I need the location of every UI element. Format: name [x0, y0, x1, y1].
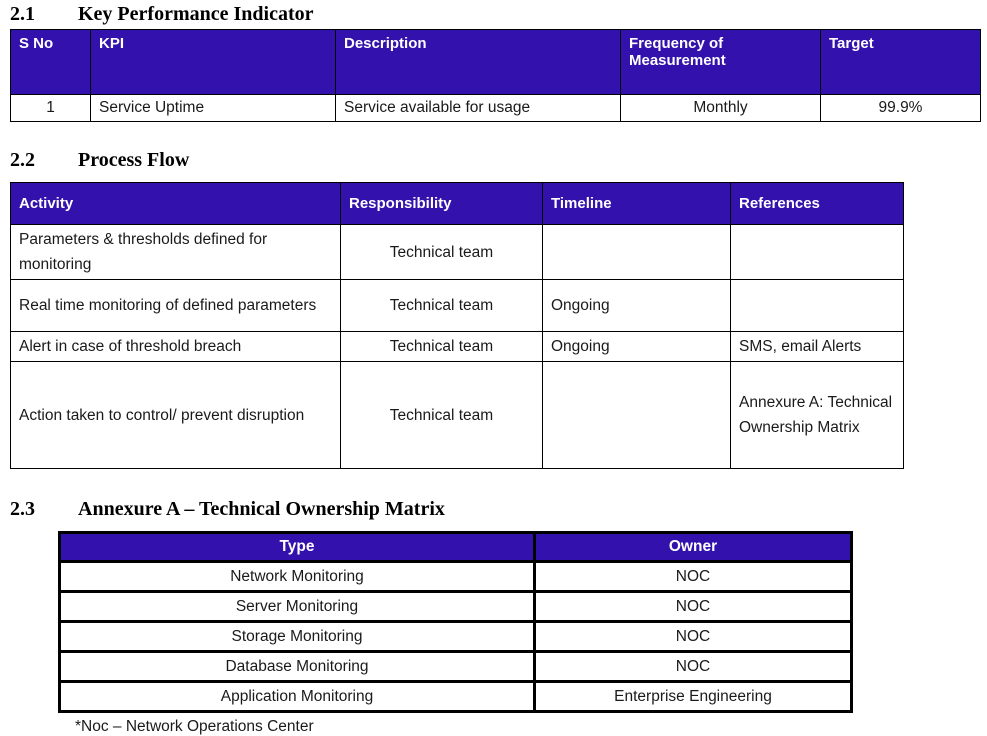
ownership-col-header-owner: Owner	[533, 531, 853, 563]
process-cell-timeline	[542, 224, 731, 280]
ownership-cell-owner: NOC	[533, 650, 853, 683]
ownership-cell-owner: NOC	[533, 620, 853, 653]
kpi-cell-kpi: Service Uptime	[90, 94, 336, 122]
process-col-header-activity: Activity	[10, 182, 341, 225]
process-flow-table: Activity Responsibility Timeline Referen…	[10, 182, 904, 469]
table-row: 1 Service Uptime Service available for u…	[10, 94, 981, 122]
ownership-cell-owner: Enterprise Engineering	[533, 680, 853, 713]
kpi-cell-frequency: Monthly	[620, 94, 821, 122]
section-number: 2.1	[10, 3, 35, 25]
ownership-cell-type: Database Monitoring	[58, 650, 536, 683]
process-cell-responsibility: Technical team	[340, 279, 543, 332]
section-heading-process: 2.2 Process Flow	[10, 149, 987, 172]
ownership-cell-type: Storage Monitoring	[58, 620, 536, 653]
kpi-col-header-kpi: KPI	[90, 29, 336, 95]
kpi-col-header-frequency: Frequency of Measurement	[620, 29, 821, 95]
kpi-col-header-target: Target	[820, 29, 981, 95]
process-cell-responsibility: Technical team	[340, 361, 543, 469]
ownership-matrix-table: Type Owner Network Monitoring NOC Server…	[58, 531, 853, 713]
process-cell-responsibility: Technical team	[340, 224, 543, 280]
process-col-header-timeline: Timeline	[542, 182, 731, 225]
ownership-col-header-type: Type	[58, 531, 536, 563]
ownership-cell-type: Application Monitoring	[58, 680, 536, 713]
process-cell-activity: Action taken to control/ prevent disrupt…	[10, 361, 341, 469]
process-cell-references	[730, 279, 904, 332]
table-row: Network Monitoring NOC	[58, 560, 853, 593]
table-row: Server Monitoring NOC	[58, 590, 853, 623]
process-cell-references	[730, 224, 904, 280]
table-row: Action taken to control/ prevent disrupt…	[10, 361, 904, 469]
process-cell-references: SMS, email Alerts	[730, 331, 904, 362]
process-cell-timeline: Ongoing	[542, 279, 731, 332]
kpi-cell-description: Service available for usage	[335, 94, 621, 122]
ownership-cell-owner: NOC	[533, 560, 853, 593]
section-title: Annexure A – Technical Ownership Matrix	[78, 498, 445, 520]
table-row: Real time monitoring of defined paramete…	[10, 279, 904, 332]
process-cell-responsibility: Technical team	[340, 331, 543, 362]
kpi-cell-sno: 1	[10, 94, 91, 122]
kpi-col-header-sno: S No	[10, 29, 91, 95]
table-row: Database Monitoring NOC	[58, 650, 853, 683]
ownership-cell-type: Server Monitoring	[58, 590, 536, 623]
process-cell-activity: Alert in case of threshold breach	[10, 331, 341, 362]
table-row: Application Monitoring Enterprise Engine…	[58, 680, 853, 713]
process-cell-activity: Parameters & thresholds defined for moni…	[10, 224, 341, 280]
process-col-header-responsibility: Responsibility	[340, 182, 543, 225]
kpi-table: S No KPI Description Frequency of Measur…	[10, 29, 981, 122]
section-heading-annexure: 2.3 Annexure A – Technical Ownership Mat…	[10, 498, 987, 521]
section-title: Process Flow	[78, 149, 190, 171]
table-row: Storage Monitoring NOC	[58, 620, 853, 653]
kpi-col-header-description: Description	[335, 29, 621, 95]
process-table-header-row: Activity Responsibility Timeline Referen…	[10, 182, 904, 225]
ownership-table-header-row: Type Owner	[58, 531, 853, 563]
process-cell-references: Annexure A: Technical Ownership Matrix	[730, 361, 904, 469]
table-row: Alert in case of threshold breach Techni…	[10, 331, 904, 362]
footnote: *Noc – Network Operations Center	[75, 718, 314, 735]
section-heading-kpi: 2.1 Key Performance Indicator	[10, 3, 987, 26]
section-title: Key Performance Indicator	[78, 3, 314, 25]
process-col-header-references: References	[730, 182, 904, 225]
ownership-cell-owner: NOC	[533, 590, 853, 623]
process-cell-timeline: Ongoing	[542, 331, 731, 362]
table-row: Parameters & thresholds defined for moni…	[10, 224, 904, 280]
ownership-cell-type: Network Monitoring	[58, 560, 536, 593]
kpi-table-header-row: S No KPI Description Frequency of Measur…	[10, 29, 981, 95]
section-number: 2.2	[10, 149, 35, 171]
process-cell-activity: Real time monitoring of defined paramete…	[10, 279, 341, 332]
process-cell-timeline	[542, 361, 731, 469]
section-number: 2.3	[10, 498, 35, 520]
kpi-cell-target: 99.9%	[820, 94, 981, 122]
